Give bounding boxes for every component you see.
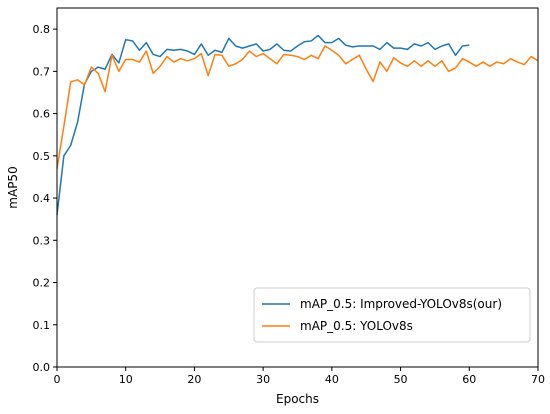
y-tick-label: 0.8: [33, 23, 51, 36]
y-tick-label: 0.5: [33, 150, 51, 163]
series-line-2: [56, 45, 539, 169]
y-tick-label: 0.4: [33, 192, 51, 205]
y-tick-label: 0.3: [33, 234, 51, 247]
x-tick-label: 30: [256, 373, 270, 386]
y-tick-label: 0.2: [33, 277, 51, 290]
series-layer: [56, 34, 539, 216]
series-line-1: [56, 34, 470, 216]
legend-label-1: mAP_0.5: Improved-YOLOv8s(our): [300, 297, 502, 311]
x-tick-label: 50: [394, 373, 408, 386]
y-axis-label: mAP50: [6, 166, 20, 208]
legend-box: [253, 287, 531, 343]
plot-frame: [56, 7, 539, 368]
x-tick-label: 20: [187, 373, 201, 386]
x-tick-label: 0: [54, 373, 61, 386]
y-tick-label: 0.7: [33, 65, 51, 78]
y-tick-label: 0.0: [33, 361, 51, 374]
ticks-layer: 0 10 20 30 40 50 60 70 0.0 0.1 0.2 0.3 0.4 0.5 0.6 0.7 0…: [33, 23, 546, 386]
legend-label-2: mAP_0.5: YOLOv8s: [300, 319, 413, 333]
x-tick-label: 70: [531, 373, 545, 386]
legend: mAP_0.5: Improved-YOLOv8s(our) mAP_0.5: Y…: [253, 287, 531, 343]
x-tick-label: 60: [462, 373, 476, 386]
x-axis-label: Epochs: [276, 392, 319, 406]
y-tick-label: 0.1: [33, 319, 51, 332]
y-tick-label: 0.6: [33, 108, 51, 121]
x-tick-label: 10: [119, 373, 133, 386]
x-tick-label: 40: [325, 373, 339, 386]
